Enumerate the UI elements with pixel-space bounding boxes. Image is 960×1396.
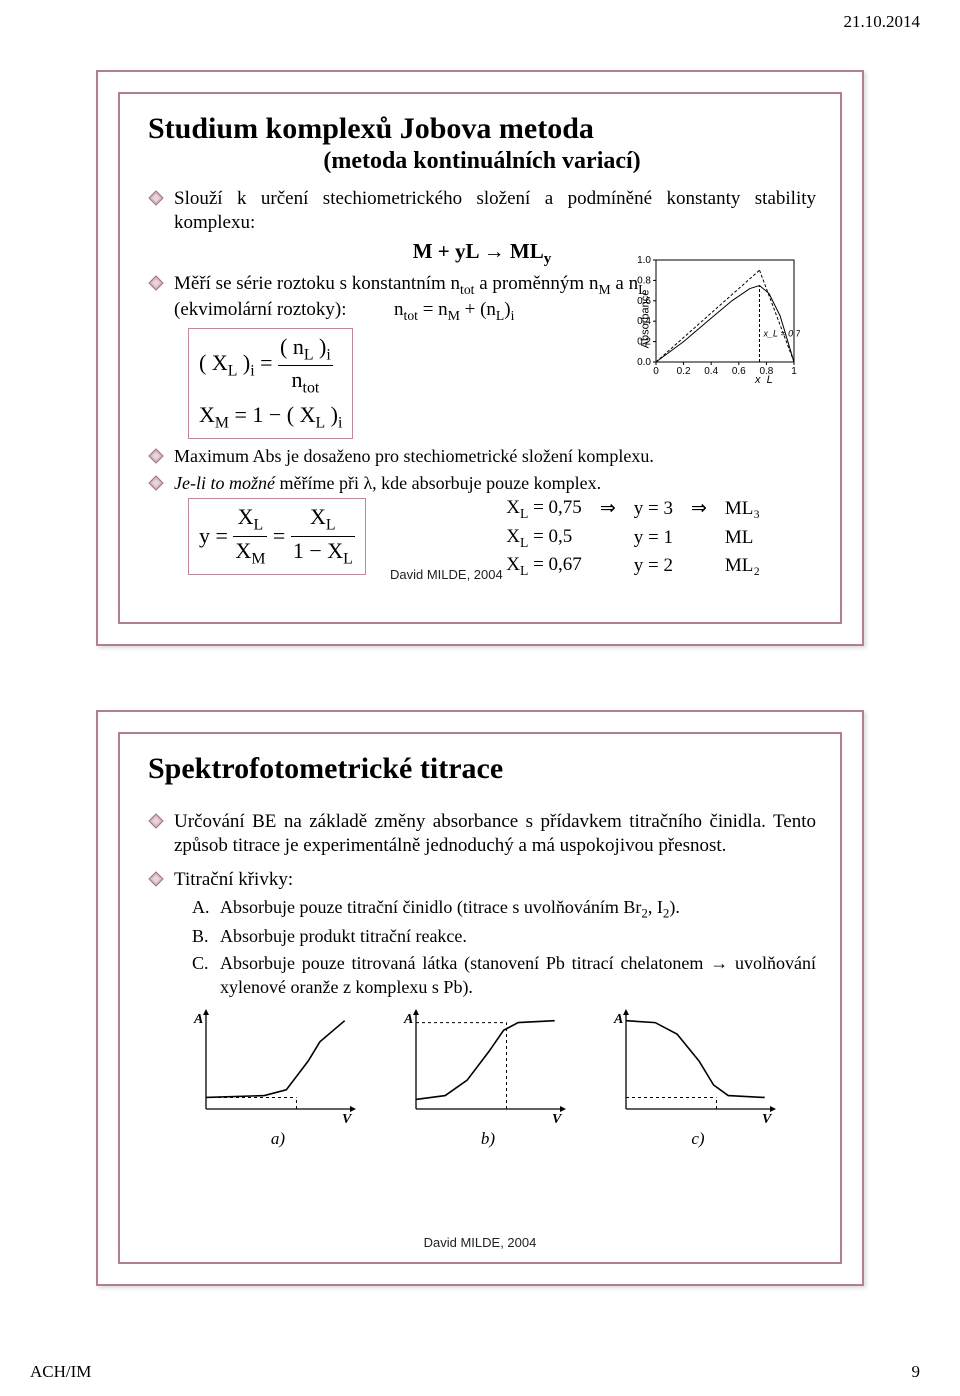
slide2-bullet1: Určování BE na základě změny absorbance … xyxy=(148,810,816,858)
sublist-label: C. xyxy=(192,951,220,1000)
result-cell: ML xyxy=(717,525,768,552)
svg-text:0.4: 0.4 xyxy=(704,366,718,377)
slide1-bullet4-text: Je-li to možné měříme při λ, kde absorbu… xyxy=(174,472,816,495)
footer-left: ACH/IM xyxy=(30,1362,91,1382)
b2-pre: Měří se série roztoku s konstantním n xyxy=(174,273,460,294)
svg-text:A: A xyxy=(403,1012,413,1027)
result-cell xyxy=(592,525,624,552)
sublist-text: Absorbuje produkt titrační reakce. xyxy=(220,924,816,948)
svg-text:1.0: 1.0 xyxy=(637,255,651,266)
sublist-text: Absorbuje pouze titrovaná látka (stanove… xyxy=(220,951,816,1000)
slide-2-inner: Spektrofotometrické titrace Určování BE … xyxy=(118,732,842,1264)
result-cell xyxy=(683,553,715,580)
titration-chart-label: a) xyxy=(188,1129,368,1149)
header-date: 21.10.2014 xyxy=(844,12,921,32)
sublist-label: B. xyxy=(192,924,220,948)
titration-chart-svg: AV xyxy=(398,1007,568,1127)
diamond-icon xyxy=(148,448,164,464)
slide2-sublist: A.Absorbuje pouze titrační činidlo (titr… xyxy=(192,895,816,999)
formula-box-1: ( XL )i = ( nL )intot XM = 1 − ( XL )i xyxy=(188,328,353,440)
svg-text:0.0: 0.0 xyxy=(637,357,651,368)
diamond-icon xyxy=(148,190,164,206)
slide2-bullet2-text: Titrační křivky: xyxy=(174,868,816,892)
sublist-text: Absorbuje pouze titrační činidlo (titrac… xyxy=(220,895,816,922)
result-cell: y = 3 xyxy=(626,496,681,523)
b2-mid1: a proměnným n xyxy=(474,273,598,294)
ekvim: (ekvimolární roztoky): xyxy=(174,299,347,320)
svg-text:0: 0 xyxy=(653,366,659,377)
result-cell: y = 2 xyxy=(626,553,681,580)
b4-rest: měříme při λ, kde absorbuje pouze komple… xyxy=(275,473,601,493)
titration-charts: AVa)AVb)AVc) xyxy=(188,1007,816,1149)
result-cell: ML₃ xyxy=(717,496,768,523)
formula-box-2: y = XLXM = XL1 − XL xyxy=(188,498,366,575)
diamond-icon xyxy=(148,871,164,887)
titration-chart: AVc) xyxy=(608,1007,788,1149)
svg-text:x_L = 0,75: x_L = 0,75 xyxy=(763,329,801,339)
slide1-title: Studium komplexů Jobova metoda xyxy=(148,112,816,146)
result-cell: XL = 0,67 xyxy=(498,553,590,580)
jobs-plot-chart: Absorbance 0.00.20.40.60.81.000.20.40.60… xyxy=(630,254,800,384)
result-cell: ⇒ xyxy=(592,496,624,523)
titration-chart-label: b) xyxy=(398,1129,578,1149)
result-cell: ⇒ xyxy=(683,496,715,523)
result-cell: y = 1 xyxy=(626,525,681,552)
svg-text:0.8: 0.8 xyxy=(637,275,651,286)
svg-text:x_L: x_L xyxy=(754,374,773,384)
result-cell xyxy=(683,525,715,552)
titration-chart: AVb) xyxy=(398,1007,578,1149)
svg-text:A: A xyxy=(193,1012,203,1027)
titration-chart: AVa) xyxy=(188,1007,368,1149)
svg-text:0.6: 0.6 xyxy=(732,366,746,377)
slide1-bullet3: Maximum Abs je dosaženo pro stechiometri… xyxy=(148,445,816,468)
result-cell: ML₂ xyxy=(717,553,768,580)
slide1-bullet4: Je-li to možné měříme při λ, kde absorbu… xyxy=(148,472,816,495)
diamond-icon xyxy=(148,275,164,291)
result-cell xyxy=(592,553,624,580)
svg-text:V: V xyxy=(762,1112,773,1127)
sublist-item: C.Absorbuje pouze titrovaná látka (stano… xyxy=(192,951,816,1000)
slide-1: Studium komplexů Jobova metoda (metoda k… xyxy=(96,70,864,646)
sublist-item: A.Absorbuje pouze titrační činidlo (titr… xyxy=(192,895,816,922)
svg-text:0.2: 0.2 xyxy=(677,366,691,377)
slide1-bullet1: Slouží k určení stechiometrického složen… xyxy=(148,187,816,235)
titration-chart-label: c) xyxy=(608,1129,788,1149)
sublist-item: B.Absorbuje produkt titrační reakce. xyxy=(192,924,816,948)
diamond-icon xyxy=(148,813,164,829)
results-table: XL = 0,75⇒y = 3⇒ML₃XL = 0,5y = 1MLXL = 0… xyxy=(496,494,770,582)
b4-pre: Je-li to možné xyxy=(174,473,275,493)
result-cell: XL = 0,75 xyxy=(498,496,590,523)
slide1-bullet3-text: Maximum Abs je dosaženo pro stechiometri… xyxy=(174,445,816,468)
diamond-icon xyxy=(148,475,164,491)
result-cell: XL = 0,5 xyxy=(498,525,590,552)
svg-text:V: V xyxy=(342,1112,353,1127)
slide2-title: Spektrofotometrické titrace xyxy=(148,752,816,786)
slide1-bullet1-text: Slouží k určení stechiometrického složen… xyxy=(174,187,816,235)
slide-2: Spektrofotometrické titrace Určování BE … xyxy=(96,710,864,1286)
svg-text:V: V xyxy=(552,1112,563,1127)
slide1-author: David MILDE, 2004 xyxy=(390,567,503,582)
slide2-bullet2: Titrační křivky: xyxy=(148,868,816,892)
slide2-bullet1-text: Určování BE na základě změny absorbance … xyxy=(174,810,816,858)
titration-chart-svg: AV xyxy=(608,1007,778,1127)
titration-chart-svg: AV xyxy=(188,1007,358,1127)
svg-text:A: A xyxy=(613,1012,623,1027)
sublist-label: A. xyxy=(192,895,220,922)
footer-page-number: 9 xyxy=(912,1362,921,1382)
slide1-subtitle: (metoda kontinuálních variací) xyxy=(148,148,816,175)
slide2-author: David MILDE, 2004 xyxy=(424,1235,537,1250)
chart1-svg: 0.00.20.40.60.81.000.20.40.60.81x_Lx_L =… xyxy=(630,254,800,384)
slide-1-inner: Studium komplexů Jobova metoda (metoda k… xyxy=(118,92,842,624)
svg-text:1: 1 xyxy=(791,366,797,377)
chart1-ylabel: Absorbance xyxy=(639,290,651,349)
